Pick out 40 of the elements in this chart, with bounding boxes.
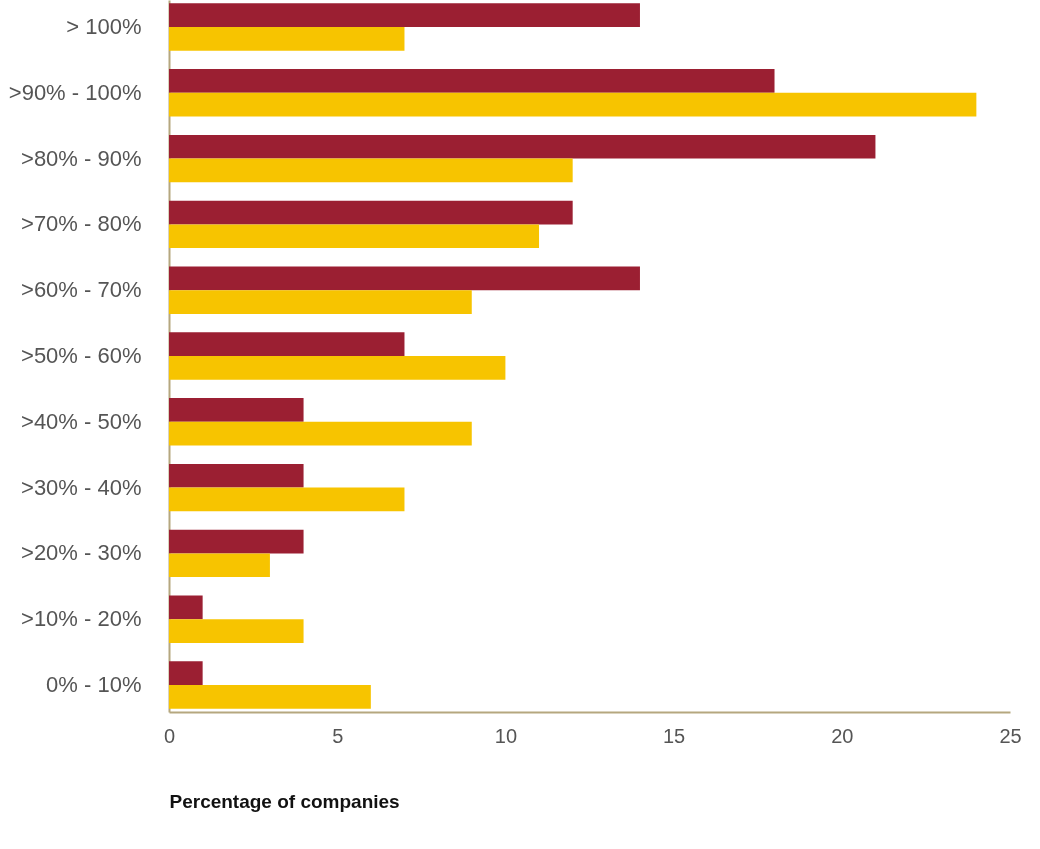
bar: [169, 619, 304, 643]
x-axis-title: Percentage of companies: [169, 790, 400, 812]
y-tick-label: >50% - 60%: [21, 343, 142, 368]
bar: [169, 487, 405, 512]
bar: [169, 26, 405, 51]
bar: [169, 661, 203, 686]
bar: [169, 421, 472, 446]
x-tick-label: 15: [662, 724, 686, 747]
y-tick-label: >80% - 90%: [21, 145, 142, 171]
bar: [169, 356, 506, 380]
bar: [169, 158, 573, 183]
bar: [169, 685, 371, 709]
bar: [169, 463, 304, 488]
y-tick-label: >30% - 40%: [21, 474, 142, 500]
bar: [169, 69, 775, 93]
x-tick-label: 20: [831, 724, 854, 747]
y-tick-label: >90% - 100%: [8, 79, 142, 105]
y-tick-label: >70% - 80%: [21, 211, 142, 237]
x-tick-label: 10: [494, 724, 518, 747]
bar: [169, 3, 640, 27]
bar: [169, 332, 405, 356]
bar: [169, 92, 977, 117]
x-tick-label: 25: [999, 724, 1022, 747]
bar: [169, 398, 304, 422]
y-tick-label: >60% - 70%: [21, 277, 142, 303]
y-tick-label: 0% - 10%: [46, 672, 142, 698]
y-tick-label: >10% - 20%: [21, 606, 142, 632]
x-tick-label: 5: [332, 724, 344, 747]
y-tick-label: >40% - 50%: [21, 408, 142, 434]
bar: [169, 290, 472, 314]
bar: [169, 224, 540, 249]
bar: [169, 266, 640, 291]
bar: [169, 134, 876, 159]
y-tick-label: >20% - 30%: [21, 540, 142, 566]
bar: [169, 553, 270, 578]
bar: [169, 595, 203, 620]
bar: [169, 200, 573, 225]
bar: [169, 529, 304, 554]
x-tick-label: 0: [163, 724, 176, 747]
y-tick-label: > 100%: [66, 13, 142, 39]
